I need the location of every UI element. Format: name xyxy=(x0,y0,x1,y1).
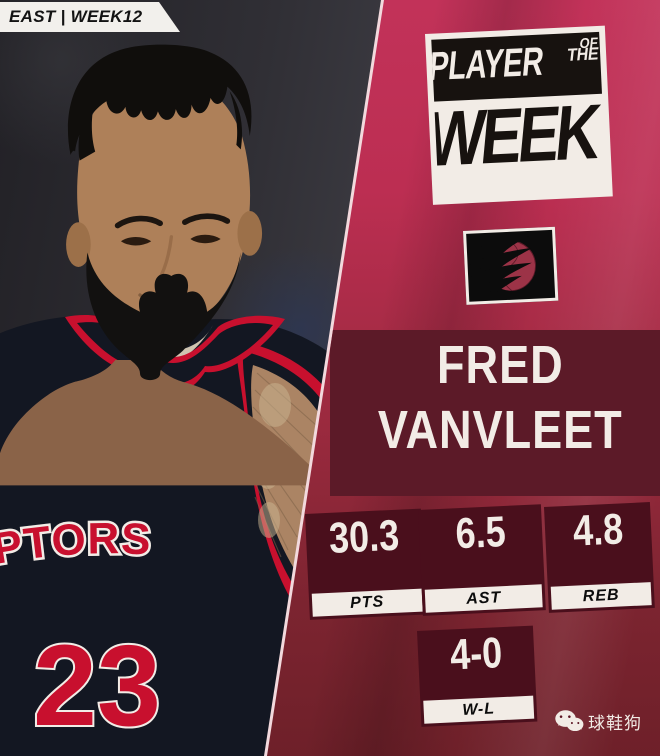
svg-text:23: 23 xyxy=(33,622,161,750)
